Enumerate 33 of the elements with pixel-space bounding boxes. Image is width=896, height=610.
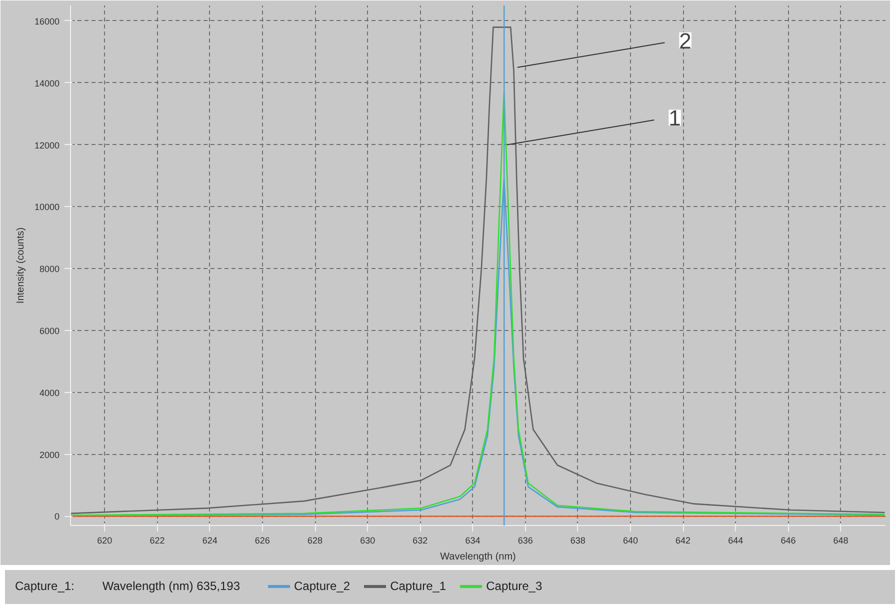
x-tick-label: 644 [728,536,744,546]
x-tick-label: 620 [97,536,112,546]
annotation: 1 [668,106,681,131]
x-tick-label: 642 [676,536,691,546]
x-tick-label: 622 [150,536,165,546]
y-tick-label: 0 [54,512,60,522]
y-tick-label: 8000 [39,264,60,274]
x-tick-label: 626 [254,536,270,546]
x-tick-label: 638 [570,536,586,546]
legend-label: Capture_2 [294,579,350,593]
legend-label: Capture_1 [390,579,446,593]
annotation: 2 [679,28,692,54]
x-tick-label: 632 [412,536,428,546]
y-tick-label: 14000 [34,78,60,88]
y-tick-label: 4000 [39,388,60,398]
x-tick-label: 640 [622,536,638,546]
x-tick-label: 634 [465,536,480,546]
y-tick-label: 16000 [34,16,60,26]
x-tick-label: 646 [780,536,796,546]
text: Wavelength (nm) 635,193 [102,579,240,593]
legend-label: Capture_3 [486,579,542,593]
x-tick-label: 636 [518,536,533,546]
y-tick-label: 10000 [34,202,60,212]
y-tick-label: 12000 [34,140,60,150]
x-tick-label: 624 [202,536,218,546]
x-axis-title: Wavelength (nm) [440,552,516,562]
x-tick-label: 630 [360,536,376,546]
y-axis-title: Intensity (counts) [15,227,26,304]
text: Capture_1: [15,579,74,593]
y-tick-label: 2000 [39,450,60,460]
y-tick-label: 6000 [39,326,60,336]
x-tick-label: 628 [307,536,323,546]
x-tick-label: 648 [833,536,848,546]
